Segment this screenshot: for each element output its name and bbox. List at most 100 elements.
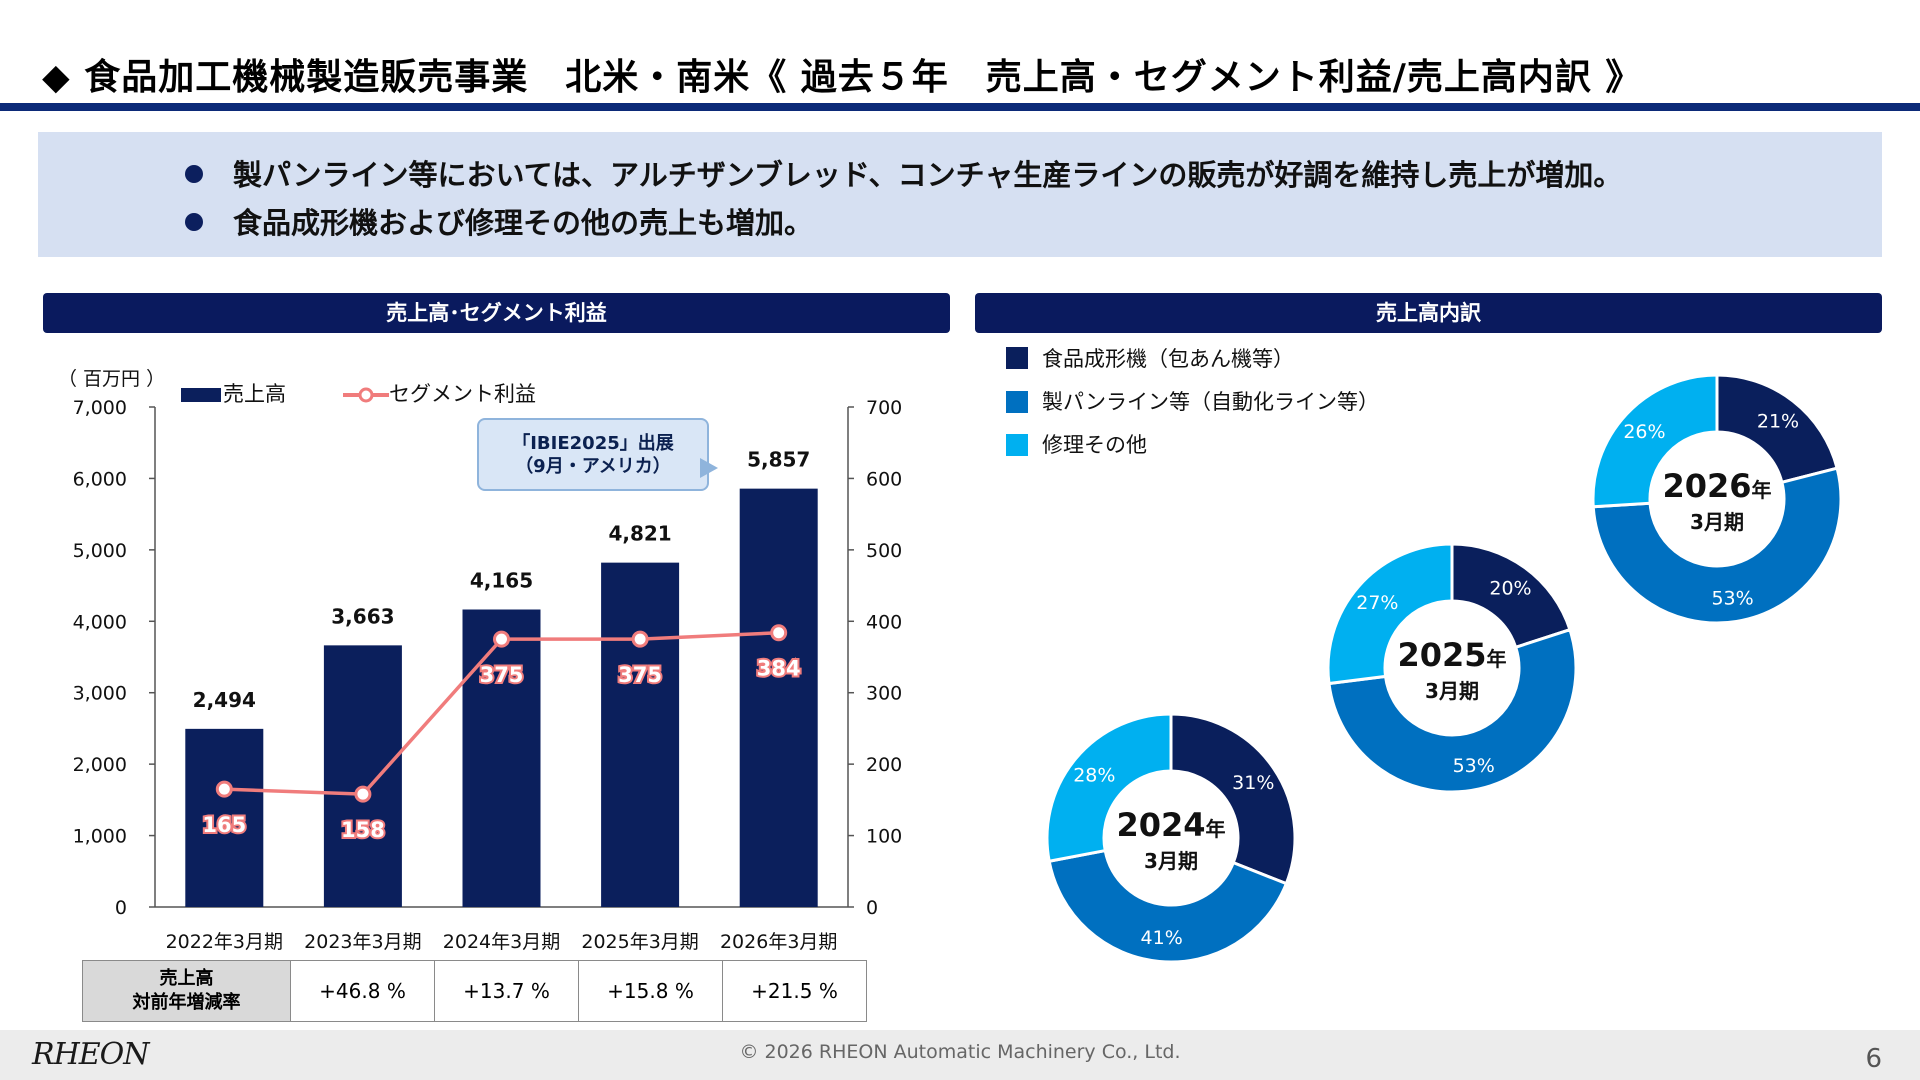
title-divider bbox=[0, 103, 1920, 111]
footer-bar bbox=[0, 1030, 1920, 1080]
page-number: 6 bbox=[1865, 1044, 1882, 1074]
growth-cell: +46.8 % bbox=[290, 960, 435, 1022]
callout-line-1: 「IBIE2025」出展 bbox=[512, 433, 674, 454]
pie-legend-label: 修理その他 bbox=[1042, 433, 1147, 457]
summary-box bbox=[38, 132, 1882, 257]
y-tick-label: 4,000 bbox=[73, 611, 127, 633]
sales-bar bbox=[601, 562, 680, 907]
legend-profit-swatch bbox=[343, 387, 389, 403]
growth-header-line-2: 対前年増減率 bbox=[132, 992, 241, 1013]
bullet-dot-icon bbox=[185, 213, 203, 231]
donut-slice bbox=[1715, 373, 1839, 485]
profit-point bbox=[631, 630, 649, 648]
y2-tick-label: 600 bbox=[866, 468, 902, 490]
page-title: ◆ 食品加工機械製造販売事業 北米・南米《 過去５年 売上高・セグメント利益/売… bbox=[42, 57, 1643, 98]
copyright-text: © 2026 RHEON Automatic Machinery Co., Lt… bbox=[739, 1041, 1181, 1063]
legend-sales-swatch bbox=[181, 388, 221, 402]
y-tick-label: 5,000 bbox=[73, 540, 127, 562]
bullet-text: 食品成形機および修理その他の売上も増加。 bbox=[233, 206, 814, 240]
y2-tick-label: 500 bbox=[866, 540, 902, 562]
profit-point bbox=[770, 624, 788, 642]
x-category-label: 2023年3月期 bbox=[304, 931, 421, 953]
slice-percent-label: 20% bbox=[1489, 578, 1531, 600]
bullet-dot-icon bbox=[185, 165, 203, 183]
company-logo: RHEON bbox=[32, 1037, 149, 1072]
pie-legend-swatch-forming bbox=[1006, 347, 1028, 369]
y-tick-label: 6,000 bbox=[73, 468, 127, 490]
sales-value-label: 2,494 bbox=[193, 688, 256, 712]
sales-bar bbox=[462, 609, 541, 907]
donut-slice bbox=[1327, 627, 1578, 794]
sales-growth-table: 売上高 対前年増減率 +46.8 % +13.7 % +15.8 % +21.5… bbox=[82, 960, 867, 1022]
profit-value-label: 384 bbox=[757, 657, 801, 681]
profit-value-label: 158 bbox=[341, 818, 385, 842]
profit-value-label: 375 bbox=[480, 663, 524, 687]
profit-value-label: 375 bbox=[618, 663, 662, 687]
legend-sales-label: 売上高 bbox=[223, 382, 286, 406]
x-category-label: 2022年3月期 bbox=[166, 931, 283, 953]
growth-cell: +21.5 % bbox=[722, 960, 867, 1022]
growth-header-line-1: 売上高 bbox=[159, 968, 214, 989]
donut-slice bbox=[1326, 542, 1454, 686]
growth-cell: +13.7 % bbox=[434, 960, 579, 1022]
profit-point bbox=[215, 780, 233, 798]
pie-legend-swatch-repair bbox=[1006, 434, 1028, 456]
y-tick-label: 3,000 bbox=[73, 683, 127, 705]
slice-percent-label: 53% bbox=[1711, 587, 1753, 609]
slice-percent-label: 31% bbox=[1232, 772, 1274, 794]
sales-breakdown-donuts: 31% 41% 28%2024年 3月期 20% 53% 27% 2025年 3月期 21% 53%… bbox=[1045, 373, 1843, 964]
y2-tick-label: 100 bbox=[866, 826, 902, 848]
sales-value-label: 5,857 bbox=[747, 448, 810, 472]
donut-slice bbox=[1045, 712, 1173, 863]
donut-center-year: 2025年 bbox=[1397, 636, 1506, 674]
donut-slice bbox=[1591, 373, 1719, 509]
slice-percent-label: 21% bbox=[1757, 410, 1799, 432]
y-tick-label: 2,000 bbox=[73, 754, 127, 776]
y2-tick-label: 400 bbox=[866, 611, 902, 633]
donut-center-period: 3月期 bbox=[1144, 849, 1198, 873]
y-tick-label: 0 bbox=[115, 897, 127, 919]
callout-pointer bbox=[700, 458, 718, 478]
ibie-callout: 「IBIE2025」出展 （9月・アメリカ） bbox=[477, 418, 709, 491]
pie-legend-swatch-bread-line bbox=[1006, 391, 1028, 413]
donut-chart-2024: 31% 41% 28%2024年 3月期 bbox=[1045, 712, 1297, 964]
donut-chart-2026: 21% 53% 26% 2026年 3月期 bbox=[1591, 373, 1843, 625]
growth-cell: +15.8 % bbox=[578, 960, 723, 1022]
bullet-item: 食品成形機および修理その他の売上も増加。 bbox=[185, 200, 813, 242]
table-row: 売上高 対前年増減率 +46.8 % +13.7 % +15.8 % +21.5… bbox=[82, 960, 867, 1022]
donut-center-period: 3月期 bbox=[1690, 510, 1744, 534]
sales-value-label: 3,663 bbox=[331, 604, 394, 628]
donut-center-period: 3月期 bbox=[1425, 679, 1479, 703]
bullet-text: 製パンライン等においては、アルチザンブレッド、コンチャ生産ラインの販売が好調を維… bbox=[233, 158, 1623, 192]
x-category-label: 2024年3月期 bbox=[443, 931, 560, 953]
slice-percent-label: 27% bbox=[1356, 592, 1398, 614]
y2-tick-label: 200 bbox=[866, 754, 902, 776]
sales-profit-panel-header: 売上高･セグメント利益 bbox=[43, 293, 950, 333]
pie-legend-label: 製パンライン等（自動化ライン等） bbox=[1042, 390, 1380, 414]
sales-bar bbox=[323, 645, 402, 907]
sales-bar bbox=[739, 488, 818, 907]
x-category-label: 2025年3月期 bbox=[581, 931, 698, 953]
callout-line-2: （9月・アメリカ） bbox=[515, 456, 671, 477]
pie-legend-label: 食品成形機（包あん機等） bbox=[1042, 347, 1294, 371]
profit-point bbox=[354, 785, 372, 803]
profit-point bbox=[493, 630, 510, 648]
donut-slice bbox=[1169, 712, 1297, 886]
y-tick-label: 7,000 bbox=[73, 397, 127, 419]
donut-center-year: 2024年 bbox=[1116, 806, 1225, 844]
donut-slice bbox=[1047, 848, 1289, 964]
y2-tick-label: 300 bbox=[866, 683, 902, 705]
sales-value-label: 4,821 bbox=[608, 522, 671, 546]
slice-percent-label: 26% bbox=[1623, 421, 1665, 443]
slice-percent-label: 53% bbox=[1453, 755, 1495, 777]
donut-slice bbox=[1591, 466, 1843, 625]
bullet-item: 製パンライン等においては、アルチザンブレッド、コンチャ生産ラインの販売が好調を維… bbox=[185, 152, 1622, 194]
slice-percent-label: 28% bbox=[1073, 765, 1115, 787]
donut-center-year: 2026年 bbox=[1662, 467, 1771, 505]
profit-value-label: 165 bbox=[202, 813, 246, 837]
growth-row-header: 売上高 対前年増減率 bbox=[82, 960, 291, 1022]
y2-tick-label: 0 bbox=[866, 897, 878, 919]
y-tick-label: 1,000 bbox=[73, 826, 127, 848]
legend-profit-label: セグメント利益 bbox=[389, 382, 536, 406]
sales-bar bbox=[185, 728, 264, 907]
